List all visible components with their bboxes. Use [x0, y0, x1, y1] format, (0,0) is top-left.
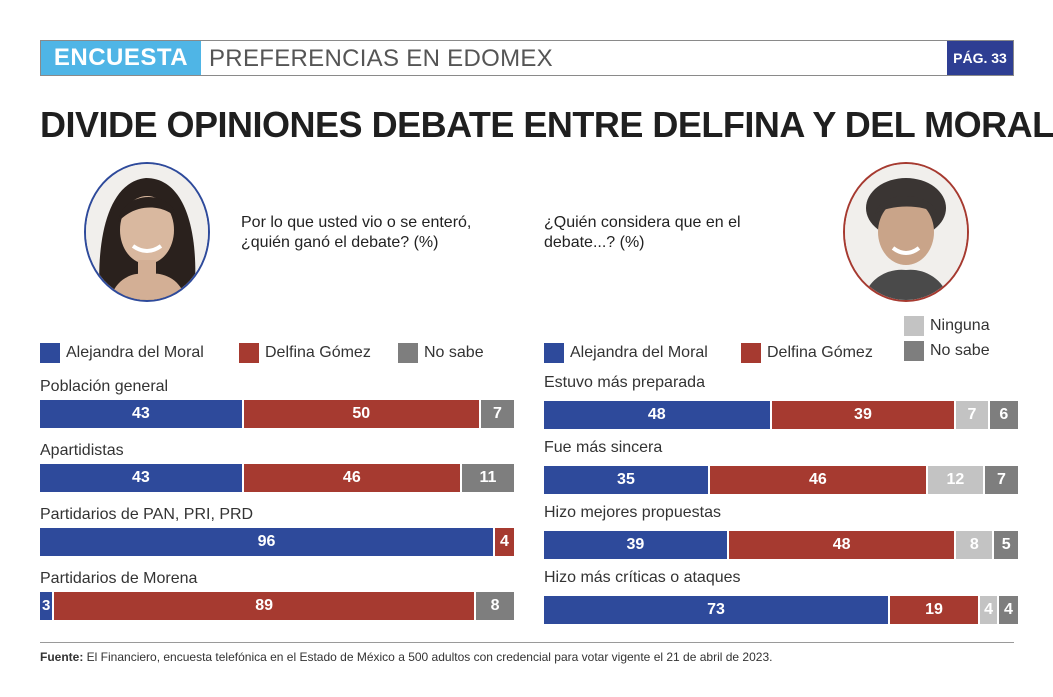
bar-segment-alejandra-del-moral: 48 [544, 401, 772, 429]
portrait-alejandra-del-moral [84, 162, 210, 302]
bar-segment-ninguna: 8 [956, 531, 995, 559]
stacked-bar-apartidistas: 43 46 11 [40, 464, 514, 492]
question-left-line-2: ¿quién ganó el debate? (%) [241, 234, 439, 251]
bar-segment-no-sabe: 8 [476, 592, 514, 620]
question-right-line-2: debate...? (%) [544, 234, 645, 251]
legend-item-moral: Alejandra del Moral [544, 343, 708, 363]
row-label-partidarios-de-morena: Partidarios de Morena [40, 570, 198, 587]
bar-segment-no-sabe: 7 [984, 466, 1018, 494]
section-tag: ENCUESTA [41, 41, 201, 75]
legend-right: Alejandra del Moral Delfina Gómez Ningun… [544, 316, 1018, 366]
source-text: El Financiero, encuesta telefónica en el… [83, 650, 773, 664]
row-label-estuvo-mas-preparada: Estuvo más preparada [544, 374, 705, 391]
bar-segment-alejandra-del-moral: 3 [40, 592, 55, 620]
source-note: Fuente: El Financiero, encuesta telefóni… [40, 650, 772, 664]
bar-segment-alejandra-del-moral: 43 [40, 464, 244, 492]
legend-swatch [239, 343, 259, 363]
legend-item-delfina: Delfina Gómez [741, 343, 873, 363]
legend-item-ninguna: Ninguna [904, 316, 990, 336]
bar-segment-no-sabe: 6 [989, 401, 1018, 429]
bar-segment-no-sabe: 11 [461, 464, 514, 492]
legend-item-moral: Alejandra del Moral [40, 343, 204, 363]
stacked-bar-poblacion-general: 43 50 7 [40, 400, 514, 428]
source-label: Fuente: [40, 650, 84, 664]
row-label-hizo-mas-criticas-o-ataques: Hizo más críticas o ataques [544, 569, 741, 586]
row-label-hizo-mejores-propuestas: Hizo mejores propuestas [544, 504, 721, 521]
chart-who-won-debate: Población general 43 50 7 Apartidistas 43 46 11… [40, 378, 514, 628]
stacked-bar-fue-mas-sincera: 35 46 12 7 [544, 466, 1018, 494]
footer-divider [40, 642, 1014, 643]
chart-debate-attributes: Estuvo más preparada 48 39 7 6 Fue más sincer… [544, 374, 1018, 628]
legend-item-delfina: Delfina Gómez [239, 343, 371, 363]
question-right-line-1: ¿Quién considera que en el [544, 214, 741, 231]
stacked-bar-hizo-mejores-propuestas: 39 48 8 5 [544, 531, 1018, 559]
question-right: ¿Quién considera que en el debate...? (%… [544, 213, 844, 253]
legend-label: Alejandra del Moral [570, 344, 708, 361]
page-title: DIVIDE OPINIONES DEBATE ENTRE DELFINA Y … [40, 104, 1053, 145]
bar-segment-delfina-gomez: 48 [728, 531, 957, 559]
legend-swatch [741, 343, 761, 363]
section-topic: PREFERENCIAS EN EDOMEX [209, 45, 553, 72]
legend-label: No sabe [424, 344, 484, 361]
question-left: Por lo que usted vio o se enteró, ¿quién… [241, 213, 541, 253]
bar-segment-delfina-gomez: 89 [54, 592, 477, 620]
bar-segment-delfina-gomez: 46 [243, 464, 462, 492]
bar-segment-ninguna: 4 [980, 596, 1000, 624]
bar-segment-delfina-gomez: 19 [890, 596, 981, 624]
stacked-bar-partidarios-de-morena: 3 89 8 [40, 592, 514, 620]
legend-label: Delfina Gómez [265, 344, 371, 361]
section-header: ENCUESTA PREFERENCIAS EN EDOMEX PÁG. 33 [40, 40, 1014, 76]
legend-label: Ninguna [930, 317, 990, 334]
page-number: PÁG. 33 [947, 41, 1013, 75]
row-label-poblacion-general: Población general [40, 378, 169, 395]
bar-segment-alejandra-del-moral: 43 [40, 400, 244, 428]
legend-swatch [544, 343, 564, 363]
legend-swatch [398, 343, 418, 363]
bar-segment-delfina-gomez: 39 [771, 401, 957, 429]
legend-swatch [904, 341, 924, 361]
bar-segment-ninguna: 7 [956, 401, 990, 429]
bar-segment-no-sabe: 4 [999, 596, 1018, 624]
legend-item-no-sabe: No sabe [904, 341, 990, 361]
row-label-apartidistas: Apartidistas [40, 442, 124, 459]
bar-segment-no-sabe: 5 [994, 531, 1018, 559]
legend-swatch [904, 316, 924, 336]
legend-label: No sabe [930, 342, 990, 359]
bar-segment-ninguna: 12 [927, 466, 985, 494]
stacked-bar-estuvo-mas-preparada: 48 39 7 6 [544, 401, 1018, 429]
bar-segment-alejandra-del-moral: 73 [544, 596, 891, 624]
legend-left: Alejandra del Moral Delfina Gómez No sab… [40, 343, 514, 365]
bar-segment-delfina-gomez: 50 [243, 400, 481, 428]
legend-label: Alejandra del Moral [66, 344, 204, 361]
bar-segment-delfina-gomez: 46 [709, 466, 928, 494]
bar-segment-alejandra-del-moral: 35 [544, 466, 710, 494]
row-label-partidarios-de-pan-pri-prd: Partidarios de PAN, PRI, PRD [40, 506, 254, 523]
bar-segment-alejandra-del-moral: 39 [544, 531, 729, 559]
bar-segment-no-sabe: 7 [480, 400, 514, 428]
row-label-fue-mas-sincera: Fue más sincera [544, 439, 663, 456]
legend-item-no-sabe: No sabe [398, 343, 484, 363]
bar-segment-delfina-gomez: 4 [495, 528, 514, 556]
stacked-bar-hizo-mas-criticas-o-ataques: 73 19 4 4 [544, 596, 1018, 624]
legend-label: Delfina Gómez [767, 344, 873, 361]
question-left-line-1: Por lo que usted vio o se enteró, [241, 214, 472, 231]
portrait-delfina-gomez [843, 162, 969, 302]
stacked-bar-partidarios-de-pan-pri-prd: 96 4 [40, 528, 514, 556]
legend-swatch [40, 343, 60, 363]
bar-segment-alejandra-del-moral: 96 [40, 528, 496, 556]
